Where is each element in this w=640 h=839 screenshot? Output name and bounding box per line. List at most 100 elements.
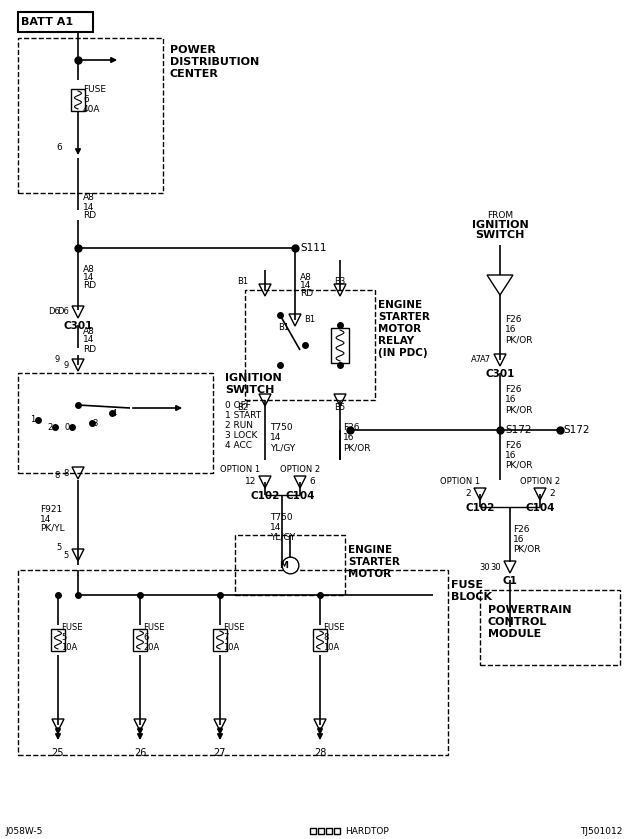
Text: A8: A8 [300, 274, 312, 283]
Text: RD: RD [83, 282, 96, 290]
Text: 6: 6 [309, 477, 315, 487]
Text: 40A: 40A [83, 106, 100, 114]
Text: C104: C104 [525, 503, 555, 513]
Text: SWITCH: SWITCH [225, 385, 275, 395]
Text: A8: A8 [83, 194, 95, 202]
Text: 14: 14 [83, 274, 94, 283]
Text: YL/GY: YL/GY [270, 533, 295, 541]
Text: 20A: 20A [143, 644, 159, 653]
Text: FUSE: FUSE [61, 623, 83, 633]
Text: PK/OR: PK/OR [513, 545, 541, 554]
Text: 5: 5 [57, 544, 62, 553]
Text: PK/OR: PK/OR [505, 336, 532, 345]
Text: F26: F26 [505, 440, 522, 450]
Text: 3 LOCK: 3 LOCK [225, 430, 257, 440]
Text: OPTION 2: OPTION 2 [520, 477, 560, 487]
Text: RD: RD [83, 345, 96, 353]
Text: OPTION 1: OPTION 1 [440, 477, 480, 487]
Text: T750: T750 [270, 424, 292, 432]
Text: 12: 12 [244, 477, 256, 487]
Text: F26: F26 [513, 524, 529, 534]
Bar [51, 629, 65, 651]
Text: F921: F921 [40, 506, 62, 514]
Text: RELAY: RELAY [378, 336, 414, 346]
Bar [245, 290, 375, 400]
Text: CONTROL: CONTROL [488, 617, 547, 627]
Text: 30: 30 [490, 562, 501, 571]
Text: B5: B5 [335, 404, 346, 413]
Text: F26: F26 [343, 424, 360, 432]
Text: 16: 16 [505, 326, 516, 335]
Text: CENTER: CENTER [170, 69, 219, 79]
Text: 6: 6 [143, 633, 148, 643]
Text: C1: C1 [502, 576, 517, 586]
Text: 26: 26 [134, 748, 146, 758]
Text: 1: 1 [29, 415, 35, 425]
Text: 3: 3 [92, 419, 97, 428]
Bar [480, 590, 620, 665]
Text: 14: 14 [40, 514, 51, 524]
Text: J058W-5: J058W-5 [5, 827, 42, 836]
Text: MODULE: MODULE [488, 629, 541, 639]
Text: FROM: FROM [487, 211, 513, 220]
Text: 14: 14 [270, 523, 282, 531]
Text: FUSE: FUSE [143, 623, 164, 633]
Text: OPTION 1: OPTION 1 [220, 466, 260, 475]
Text: 10A: 10A [223, 644, 239, 653]
Text: 0 OFF: 0 OFF [225, 400, 251, 409]
Text: C301: C301 [485, 369, 515, 379]
Text: A8: A8 [83, 327, 95, 336]
Text: 9: 9 [64, 361, 69, 369]
Text: IGNITION: IGNITION [472, 220, 529, 230]
Text: 16: 16 [505, 451, 516, 460]
Text: 5: 5 [64, 550, 69, 560]
Text: S172: S172 [563, 425, 589, 435]
Text: 6: 6 [56, 143, 62, 153]
Text: S172: S172 [505, 425, 531, 435]
Text: FUSE: FUSE [323, 623, 344, 633]
Text: 8: 8 [63, 468, 69, 477]
Text: 4: 4 [112, 409, 117, 418]
Text: F26: F26 [505, 315, 522, 325]
Text: B1: B1 [304, 315, 315, 325]
Bar [313, 629, 327, 651]
Text: 8: 8 [323, 633, 328, 643]
Text: FUSE: FUSE [451, 580, 483, 590]
Bar [133, 629, 147, 651]
Text: 30: 30 [479, 562, 490, 571]
Text: 9: 9 [55, 356, 60, 364]
Text: DISTRIBUTION: DISTRIBUTION [170, 57, 259, 67]
Text: 16: 16 [505, 395, 516, 404]
Text: 27: 27 [214, 748, 227, 758]
Bar [71, 89, 85, 111]
Text: A8: A8 [83, 265, 95, 274]
Text: C301: C301 [63, 321, 93, 331]
Text: 14: 14 [83, 202, 94, 211]
Text: POWER: POWER [170, 45, 216, 55]
Text: 6: 6 [83, 96, 89, 105]
Text: F26: F26 [505, 385, 522, 394]
Text: PK/YL: PK/YL [40, 524, 65, 533]
Text: T750: T750 [270, 513, 292, 522]
Text: 1 START: 1 START [225, 410, 261, 420]
Text: BATT A1: BATT A1 [21, 17, 73, 27]
Text: B1: B1 [278, 324, 289, 332]
Text: 2: 2 [549, 489, 555, 498]
Text: D6: D6 [57, 308, 69, 316]
Text: S111: S111 [300, 243, 326, 253]
Text: FUSE: FUSE [83, 86, 106, 95]
Text: 4 ACC: 4 ACC [225, 440, 252, 450]
Text: TJ501012: TJ501012 [580, 827, 622, 836]
Text: C102: C102 [250, 491, 280, 501]
Text: C102: C102 [465, 503, 495, 513]
Text: PK/OR: PK/OR [505, 405, 532, 414]
Text: ENGINE: ENGINE [348, 545, 392, 555]
Text: 14: 14 [270, 434, 282, 442]
Text: RD: RD [83, 211, 96, 221]
Text: 2: 2 [48, 423, 53, 431]
Text: A7: A7 [480, 356, 491, 364]
Text: 28: 28 [314, 748, 326, 758]
Text: POWERTRAIN: POWERTRAIN [488, 605, 572, 615]
Bar [334, 828, 340, 834]
Text: 7: 7 [223, 633, 228, 643]
